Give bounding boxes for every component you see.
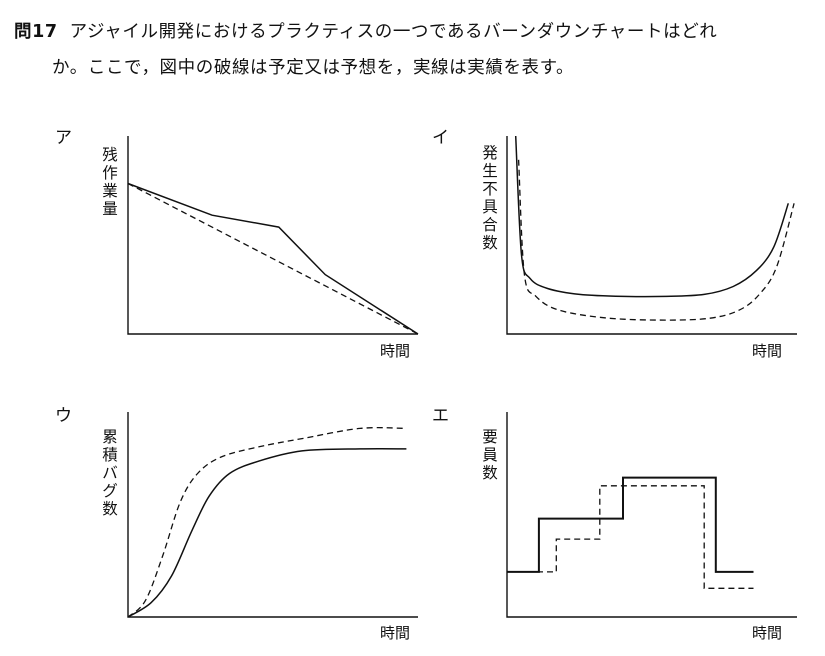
chart-i-dashed-line [517, 159, 795, 321]
chart-u-solid-line [127, 448, 407, 618]
question-number: 問17 [14, 22, 58, 42]
option-u-letter: ウ [55, 406, 72, 426]
question-line-1: アジャイル開発におけるプラクティスの一つであるバーンダウンチャートはどれ [69, 22, 718, 42]
question-text: 問17 アジャイル開発におけるプラクティスの一つであるバーンダウンチャートはどれ … [14, 14, 814, 86]
option-a-ylabel: 残作業量 [102, 146, 118, 218]
chart-a [127, 136, 419, 335]
chart-i-solid-line [514, 135, 790, 298]
chart-u-axes [127, 412, 418, 618]
chart-a-dashed-line [127, 182, 419, 335]
chart-e-axes [506, 412, 797, 618]
option-i-letter: イ [432, 128, 449, 148]
chart-u-dashed-line [127, 427, 407, 618]
option-i-xlabel: 時間 [752, 342, 783, 360]
chart-e-solid-line [507, 476, 754, 573]
option-e-ylabel: 要員数 [482, 428, 498, 482]
chart-a-solid-line [127, 182, 419, 335]
chart-i [506, 135, 797, 335]
chart-e-dashed-line [507, 485, 754, 589]
option-u-ylabel: 累積バグ数 [102, 428, 118, 518]
chart-i-axes [506, 136, 797, 335]
option-i-ylabel: 発生不具合数 [482, 144, 498, 252]
option-u-xlabel: 時間 [380, 624, 411, 642]
option-e-letter: エ [432, 406, 449, 426]
question-line-2: か。ここで，図中の破線は予定又は予想を，実線は実績を表す。 [52, 58, 575, 78]
chart-a-axes [127, 136, 418, 335]
option-e-xlabel: 時間 [752, 624, 783, 642]
chart-u [127, 412, 418, 618]
chart-e [506, 412, 797, 618]
option-a-letter: ア [55, 128, 72, 148]
option-a-xlabel: 時間 [380, 342, 411, 360]
